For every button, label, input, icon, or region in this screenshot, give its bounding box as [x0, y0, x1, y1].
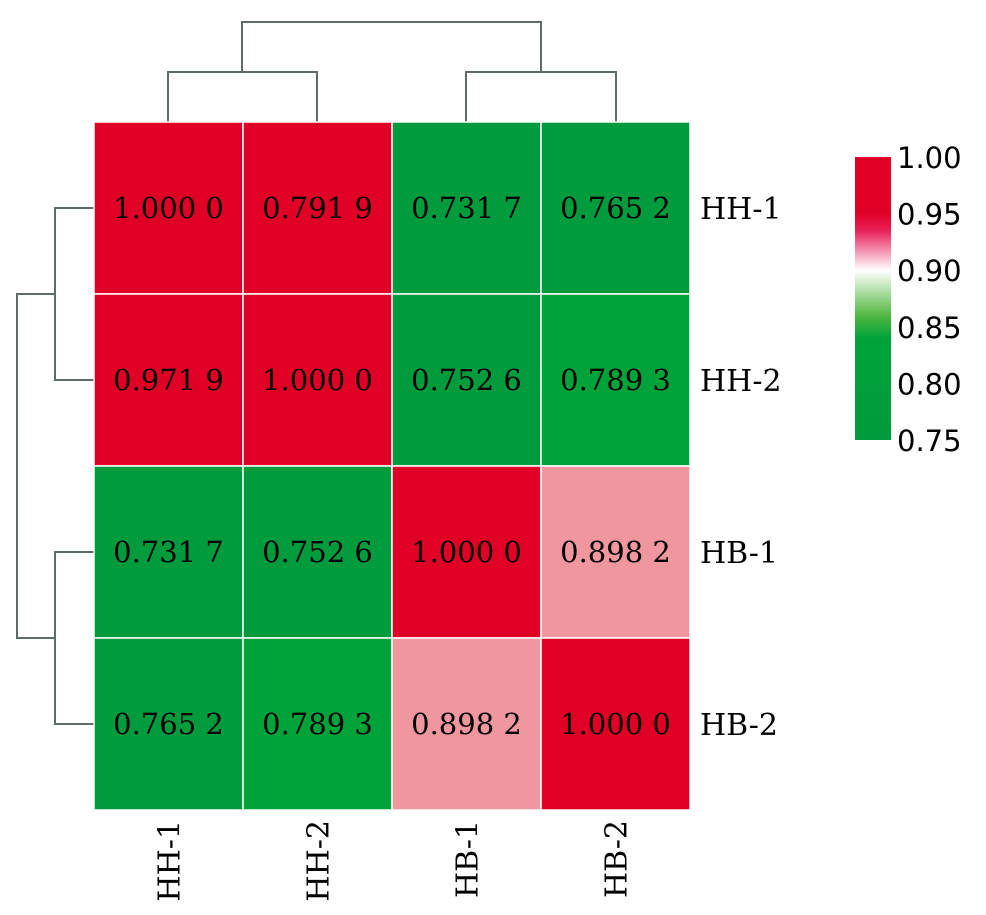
heatmap-cell-value: 0.789 3: [560, 363, 671, 397]
heatmap-cell-value: 0.791 9: [262, 191, 373, 225]
row-dendrogram: [16, 207, 94, 725]
heatmap-cell: [242, 121, 393, 295]
row-label: HH-2: [700, 364, 782, 399]
heatmap-cell-labels: 1.000 0 0.791 9 0.731 7 0.765 2 0.971 9 1.000…: [113, 191, 671, 741]
heatmap-cell-value: 0.731 7: [411, 191, 522, 225]
row-labels: HH-1 HH-2 HB-1 HB-2: [700, 192, 782, 743]
row-label: HB-2: [700, 708, 778, 743]
heatmap-cell: [540, 121, 691, 295]
heatmap-cell-value: 0.789 3: [262, 707, 373, 741]
heatmap-cell-value: 0.765 2: [560, 191, 671, 225]
heatmap-cell-value: 0.752 6: [262, 535, 373, 569]
column-label: HB-1: [451, 820, 486, 898]
column-label: HH-2: [302, 820, 337, 902]
heatmap-cell: [93, 121, 244, 295]
column-dendrogram-link-hh: [167, 71, 318, 122]
heatmap-cell-value: 1.000 0: [411, 535, 522, 569]
heatmap-cell: [540, 465, 691, 639]
heatmap-cell-value: 1.000 0: [262, 363, 373, 397]
heatmap-cell-value: 0.765 2: [113, 707, 224, 741]
heatmap-cell-value: 0.971 9: [113, 363, 224, 397]
colorbar-tick-label: 0.75: [897, 424, 962, 458]
row-dendrogram-link-hb: [54, 551, 94, 725]
row-dendrogram-link-hh: [54, 207, 94, 381]
heatmap-cell: [391, 637, 542, 811]
row-label: HH-1: [700, 192, 782, 227]
colorbar-tick-label: 0.85: [897, 311, 962, 345]
heatmap-cell: [242, 465, 393, 639]
heatmap-cell: [242, 637, 393, 811]
column-dendrogram-link-root: [241, 21, 542, 72]
colorbar-tick-label: 0.80: [897, 367, 962, 401]
colorbar-tick-label: 0.90: [897, 254, 962, 288]
column-labels: HH-1 HH-2 HB-1 HB-2: [153, 820, 635, 902]
colorbar: 1.00 0.95 0.90 0.85 0.80 0.75: [855, 141, 962, 458]
heatmap-cell-value: 0.731 7: [113, 535, 224, 569]
heatmap-cell-value: 0.752 6: [411, 363, 522, 397]
column-label: HB-2: [600, 820, 635, 898]
colorbar-gradient: [855, 157, 891, 440]
colorbar-tick-labels: 1.00 0.95 0.90 0.85 0.80 0.75: [897, 141, 962, 458]
row-label: HB-1: [700, 536, 778, 571]
colorbar-tick-label: 0.95: [897, 198, 962, 232]
heatmap-cell: [391, 121, 542, 295]
heatmap-cell: [540, 293, 691, 467]
row-dendrogram-link-root: [16, 293, 55, 639]
heatmap-cell-value: 1.000 0: [560, 707, 671, 741]
heatmap-cell-value: 1.000 0: [113, 191, 224, 225]
column-label: HH-1: [153, 820, 188, 902]
colorbar-tick-label: 1.00: [897, 141, 962, 175]
heatmap-cells: [93, 121, 691, 811]
heatmap-cell-value: 0.898 2: [560, 535, 671, 569]
column-dendrogram-link-hb: [465, 71, 617, 122]
heatmap-cell: [540, 637, 691, 811]
heatmap-cell-value: 0.898 2: [411, 707, 522, 741]
heatmap-cell: [93, 293, 244, 467]
column-dendrogram: [167, 21, 617, 122]
heatmap-cell: [242, 293, 393, 467]
heatmap-cell: [93, 637, 244, 811]
